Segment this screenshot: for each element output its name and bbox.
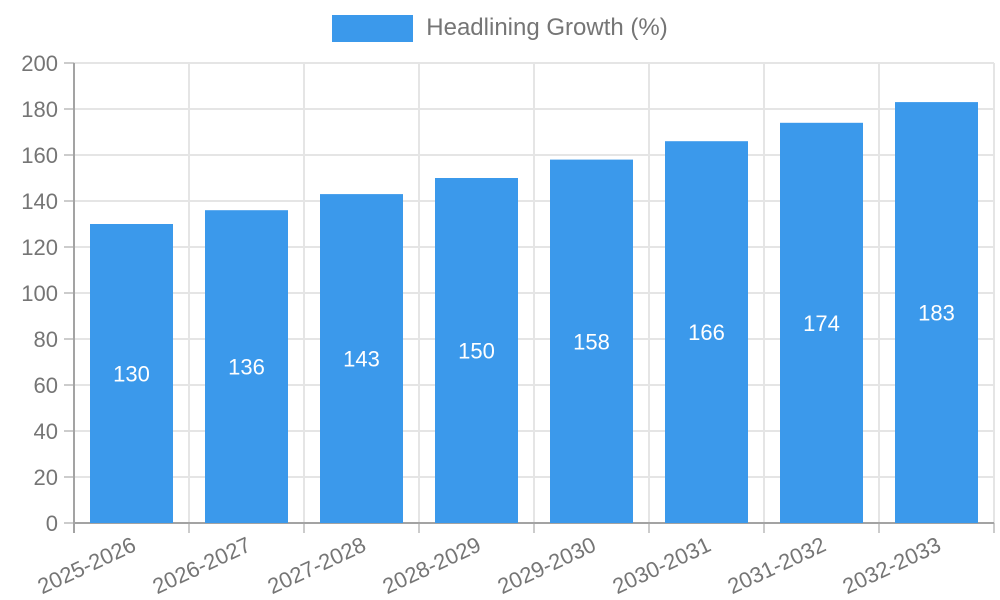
y-tick-label: 120 — [21, 235, 58, 260]
bar-value-label: 183 — [918, 301, 955, 326]
y-tick-label: 40 — [34, 419, 58, 444]
y-tick-label: 160 — [21, 143, 58, 168]
bar-value-label: 136 — [228, 355, 265, 380]
bar — [90, 224, 173, 523]
y-tick-label: 60 — [34, 373, 58, 398]
y-tick-label: 100 — [21, 281, 58, 306]
legend-label: Headlining Growth (%) — [426, 14, 668, 41]
y-tick-label: 80 — [34, 327, 58, 352]
bar — [320, 194, 403, 523]
x-tick-label: 2025-2026 — [34, 532, 140, 599]
y-tick-label: 180 — [21, 97, 58, 122]
bar-value-label: 166 — [688, 320, 725, 345]
x-tick-label: 2027-2028 — [264, 532, 370, 599]
bar-value-label: 174 — [803, 311, 840, 336]
y-tick-label: 0 — [46, 511, 58, 536]
bar — [550, 159, 633, 523]
bar-value-label: 143 — [343, 347, 380, 372]
x-tick-label: 2029-2030 — [494, 532, 600, 599]
bar — [780, 122, 863, 524]
x-tick-label: 2030-2031 — [609, 532, 715, 599]
legend-swatch — [332, 14, 414, 42]
bar-value-label: 130 — [113, 362, 150, 387]
y-tick-label: 20 — [34, 465, 58, 490]
bar — [665, 141, 748, 523]
bar-value-label: 158 — [573, 329, 610, 354]
x-tick-label: 2032-2033 — [839, 532, 945, 599]
y-tick-label: 140 — [21, 189, 58, 214]
x-tick-label: 2026-2027 — [149, 532, 255, 599]
bar — [895, 102, 978, 523]
bar — [205, 210, 288, 523]
y-tick-label: 200 — [21, 51, 58, 76]
x-tick-label: 2031-2032 — [724, 532, 830, 599]
legend[interactable]: Headlining Growth (%) — [0, 14, 1000, 42]
bar — [435, 178, 518, 523]
bar-value-label: 150 — [458, 339, 495, 364]
x-tick-label: 2028-2029 — [379, 532, 485, 599]
